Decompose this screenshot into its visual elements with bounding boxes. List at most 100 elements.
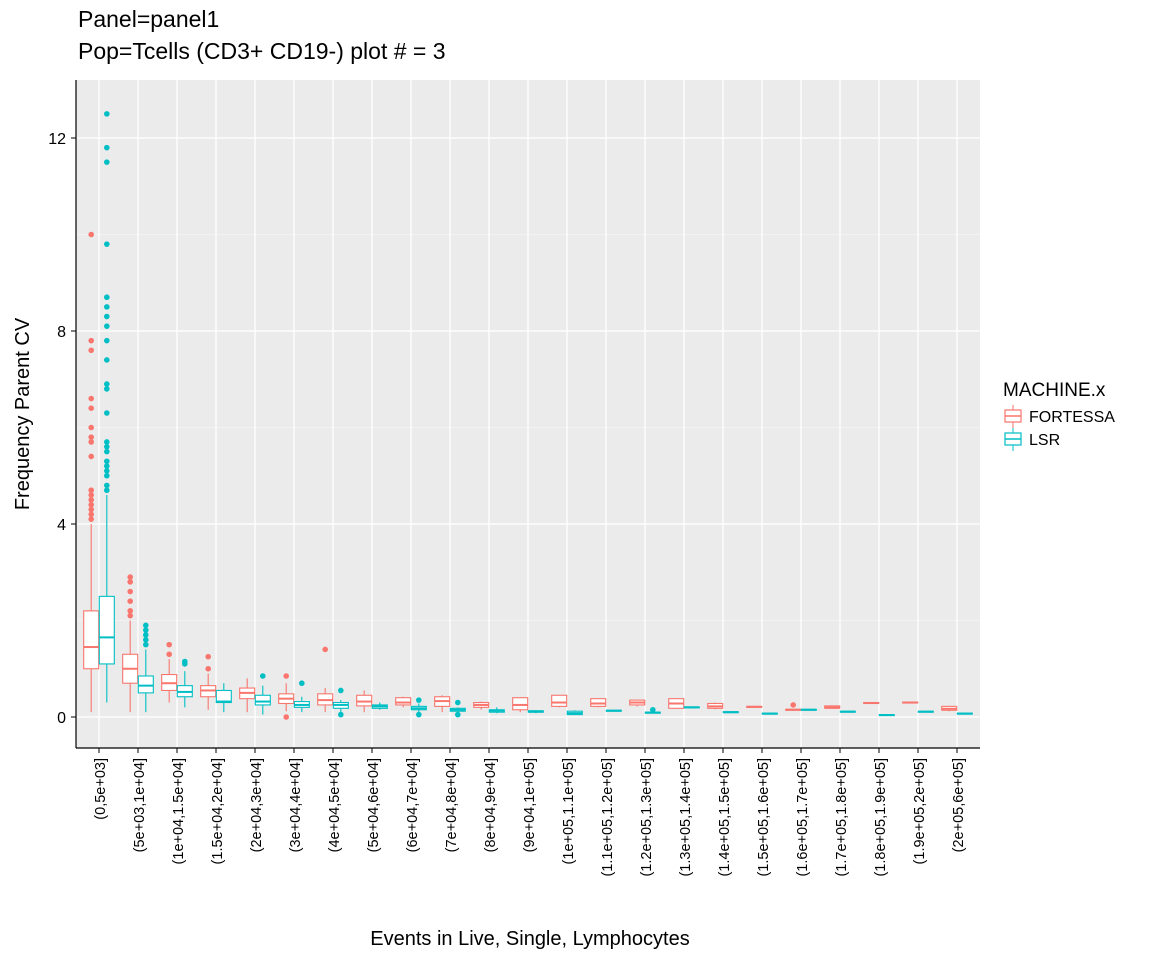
box-outlier-point [88, 506, 94, 513]
box-lsr [605, 709, 622, 712]
x-tick-label: (1.3e+05,1.4e+05] [678, 758, 694, 877]
x-tick-label: (1.6e+05,1.7e+05] [795, 758, 811, 877]
box-outlier-point [143, 637, 149, 643]
y-tick-label: 8 [57, 324, 66, 341]
box-outlier-point [104, 448, 110, 455]
x-tick-label: (1.1e+05,1.2e+05] [600, 758, 616, 877]
box-outlier-point [299, 680, 305, 687]
box-fortessa [863, 701, 880, 705]
box-fortessa [785, 702, 802, 711]
box-outlier-point [88, 405, 94, 412]
box-fortessa [395, 696, 412, 708]
box-outlier-point [127, 574, 133, 580]
box-outlier-point [790, 702, 796, 708]
y-tick-label: 12 [48, 131, 66, 148]
x-tick-label: (1e+05,1.1e+05] [561, 758, 577, 864]
box-outlier-point [205, 665, 211, 672]
box-lsr [956, 712, 973, 715]
box-outlier-point [416, 711, 422, 718]
box-outlier-point [104, 337, 110, 344]
box-outlier-point [455, 711, 461, 718]
box-outlier-point [88, 487, 94, 494]
box-fortessa [473, 701, 490, 710]
x-tick-label: (1.2e+05,1.3e+05] [639, 758, 655, 877]
y-tick-label: 4 [57, 517, 66, 534]
box-outlier-point [104, 241, 110, 247]
x-tick-label: (7e+04,8e+04] [444, 758, 460, 852]
box-fortessa [122, 574, 139, 713]
box-outlier-point [104, 304, 110, 310]
box-outlier-point [88, 516, 94, 522]
box-fortessa [434, 695, 451, 713]
box-outlier-point [416, 697, 422, 703]
box-outlier-point [88, 511, 94, 518]
box-fortessa [941, 705, 958, 712]
x-tick-label: (3e+04,4e+04] [288, 758, 304, 852]
x-tick-label: (5e+03,1e+04] [132, 758, 148, 852]
box-fortessa [746, 705, 763, 708]
box-fortessa [629, 699, 646, 707]
box-outlier-point [143, 641, 149, 648]
box-body [83, 610, 100, 670]
box-lsr [839, 710, 856, 713]
box-outlier-point [283, 714, 290, 720]
box-outlier-point [88, 439, 94, 445]
box-outlier-point [88, 395, 94, 402]
box-lsr [215, 683, 232, 713]
box-lsr [176, 658, 193, 708]
box-body [254, 694, 271, 706]
box-body [512, 697, 529, 711]
box-lsr [917, 710, 934, 713]
box-fortessa [161, 641, 178, 703]
x-tick-label: (2e+05,6e+05] [951, 758, 967, 852]
boxplot-marks [83, 111, 973, 720]
box-fortessa [239, 678, 256, 713]
box-outlier-point [127, 608, 133, 614]
x-tick-label: (0,5e+03] [93, 758, 109, 820]
box-outlier-point [143, 627, 149, 633]
box-lsr [449, 699, 466, 718]
box-fortessa [356, 690, 373, 713]
x-tick-label: (1.8e+05,1.9e+05] [873, 758, 889, 877]
box-outlier-point [338, 687, 344, 694]
box-outlier-point [205, 653, 211, 660]
box-outlier-point [104, 439, 110, 445]
x-tick-label: (2e+04,3e+04] [249, 758, 265, 852]
box-outlier-point [88, 424, 94, 431]
box-lsr [527, 710, 544, 714]
x-tick-label: (1.5e+04,2e+04] [210, 758, 226, 864]
box-outlier-point [127, 598, 133, 604]
box-fortessa [278, 673, 295, 720]
box-outlier-point [143, 632, 149, 638]
box-lsr [644, 706, 661, 714]
box-outlier-point [104, 386, 110, 392]
box-lsr [683, 706, 700, 709]
box-lsr [371, 702, 388, 710]
box-outlier-point [104, 381, 110, 387]
box-lsr [410, 697, 427, 718]
x-tick-label: (8e+04,9e+04] [483, 758, 499, 852]
box-lsr [488, 707, 505, 714]
box-fortessa [902, 701, 919, 704]
box-outlier-point [283, 673, 290, 679]
box-outlier-point [650, 706, 656, 713]
box-outlier-point [104, 472, 110, 479]
box-body [551, 694, 568, 707]
legend-key-fortessa [1004, 405, 1022, 428]
chart-title-line1: Panel=panel1 [78, 6, 220, 32]
box-lsr [332, 687, 349, 718]
box-outlier-point [104, 482, 110, 489]
box-lsr [761, 712, 778, 715]
box-outlier-point [260, 673, 266, 679]
legend-label-fortessa: FORTESSA [1029, 409, 1115, 426]
x-tick-label: (1.4e+05,1.5e+05] [717, 758, 733, 877]
box-lsr [800, 708, 817, 711]
box-outlier-point [127, 612, 133, 619]
box-outlier-point [143, 622, 149, 629]
box-lsr [98, 111, 115, 703]
box-fortessa [824, 705, 841, 709]
box-outlier-point [166, 651, 172, 658]
box-outlier-point [104, 357, 110, 363]
box-outlier-point [104, 144, 110, 151]
